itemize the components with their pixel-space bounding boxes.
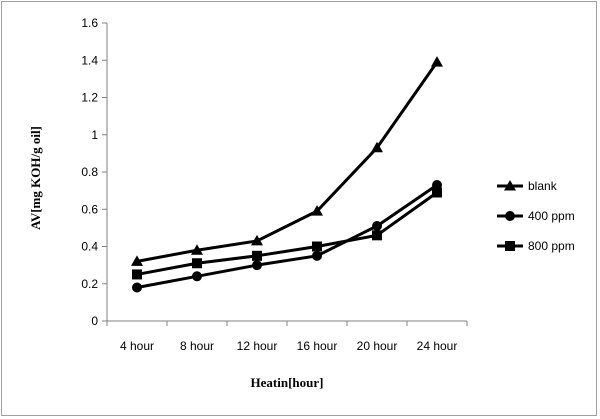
data-point-400-ppm	[132, 282, 142, 293]
x-tick-label: 24 hour	[417, 339, 458, 353]
y-tick-label: 1.4	[81, 53, 98, 67]
data-point-800-ppm	[252, 250, 262, 261]
legend-marker	[505, 211, 515, 221]
legend-label: 400 ppm	[528, 209, 575, 223]
x-tick-label: 16 hour	[297, 339, 338, 353]
legend: blank 400 ppm 800 ppm	[497, 179, 575, 253]
data-point-800-ppm	[132, 269, 142, 280]
data-point-800-ppm	[372, 230, 382, 241]
y-tick-label: 1.2	[81, 91, 98, 105]
data-point-blank	[311, 205, 323, 216]
data-point-800-ppm	[432, 187, 442, 198]
series-line-800-ppm	[136, 191, 438, 276]
x-tick-label: 12 hour	[237, 339, 278, 353]
legend-item-800-ppm: 800 ppm	[497, 239, 575, 253]
series-layer	[131, 56, 443, 293]
data-point-blank	[191, 244, 203, 255]
data-point-blank	[431, 56, 443, 67]
series-400-ppm	[132, 180, 442, 293]
y-axis-title: AV[mg KOH/g oil]	[28, 126, 43, 230]
y-tick-label: 0.8	[81, 165, 98, 179]
x-axis: 4 hour 8 hour 12 hour 16 hour 20 hour 24 hour	[106, 320, 468, 353]
series-blank	[131, 56, 443, 266]
legend-item-blank: blank	[497, 179, 558, 193]
data-point-400-ppm	[312, 250, 322, 261]
legend-marker	[505, 241, 515, 251]
data-point-800-ppm	[192, 258, 202, 269]
data-point-blank	[371, 141, 383, 153]
data-point-blank	[251, 234, 263, 246]
data-point-800-ppm	[312, 241, 322, 252]
y-tick-label: 0.2	[81, 277, 98, 291]
series-line-blank	[136, 61, 439, 263]
x-tick-label: 20 hour	[357, 339, 398, 353]
y-axis: 0 0.2 0.4 0.6 0.8 1 1.2 1.4 1.6	[81, 16, 108, 328]
data-point-400-ppm	[372, 221, 382, 232]
series-line-400-ppm	[136, 183, 438, 289]
data-point-blank	[131, 255, 143, 266]
y-tick-label: 1.6	[81, 16, 98, 30]
data-point-400-ppm	[192, 271, 202, 282]
y-tick-label: 0.6	[81, 202, 98, 216]
legend-item-400-ppm: 400 ppm	[497, 209, 575, 223]
y-tick-label: 0	[91, 314, 98, 328]
x-tick-label: 4 hour	[120, 339, 154, 353]
legend-label: 800 ppm	[528, 239, 575, 253]
data-point-400-ppm	[252, 260, 262, 271]
series-800-ppm	[132, 187, 442, 280]
y-tick-label: 1	[91, 128, 98, 142]
x-axis-title: Heatin[hour]	[251, 375, 324, 390]
x-tick-label: 8 hour	[180, 339, 214, 353]
y-tick-label: 0.4	[81, 240, 98, 254]
legend-marker	[504, 180, 516, 191]
legend-label: blank	[528, 179, 558, 193]
